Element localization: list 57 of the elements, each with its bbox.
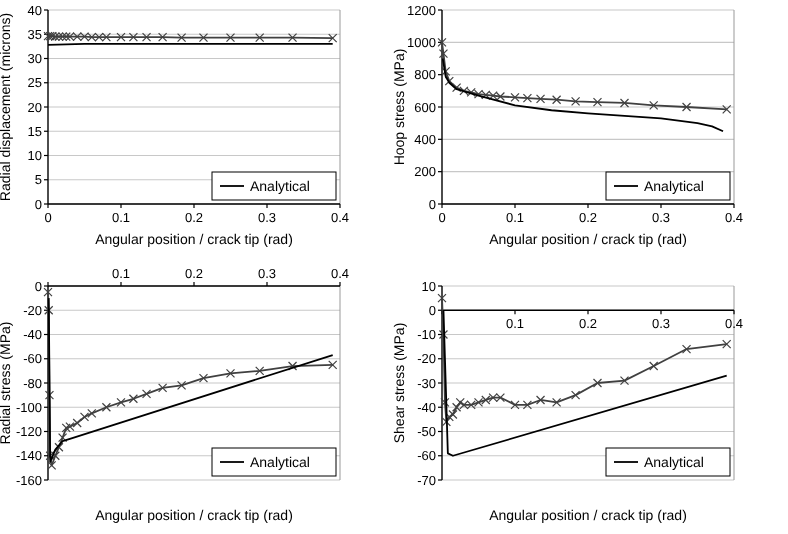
point: [681, 344, 692, 354]
point: [158, 383, 168, 393]
point: [619, 98, 630, 108]
point: [328, 360, 338, 370]
point: [473, 397, 484, 407]
point: [722, 104, 732, 115]
point: [681, 102, 692, 112]
point: [141, 389, 152, 399]
point: [58, 432, 68, 443]
point: [552, 397, 562, 407]
point: [592, 97, 603, 107]
point: [438, 49, 449, 59]
point: [101, 402, 111, 412]
point: [473, 89, 484, 99]
point: [198, 373, 209, 383]
point: [65, 422, 75, 432]
point: [619, 375, 630, 386]
point: [438, 329, 449, 340]
point: [45, 451, 55, 461]
point: [570, 390, 581, 400]
point: [488, 91, 498, 101]
point: [459, 86, 469, 96]
point: [452, 402, 462, 412]
point: [176, 380, 187, 391]
point: [592, 378, 603, 388]
point: [287, 361, 298, 371]
point: [448, 409, 458, 420]
point: [47, 460, 57, 471]
point: [495, 91, 505, 102]
point: [50, 451, 60, 461]
point: [481, 90, 491, 100]
point: [649, 100, 659, 110]
point: [87, 408, 97, 418]
point: [44, 305, 54, 315]
point: [72, 418, 82, 428]
point: [481, 395, 491, 405]
point: [722, 339, 732, 349]
point: [437, 293, 447, 303]
point: [54, 442, 64, 452]
point: [43, 287, 53, 297]
point: [535, 395, 546, 405]
point: [255, 366, 265, 376]
point: [116, 397, 126, 407]
point: [441, 417, 451, 427]
point: [570, 96, 581, 106]
point: [466, 87, 476, 98]
point: [649, 361, 659, 371]
point: [459, 400, 469, 410]
point: [488, 392, 498, 403]
point: [128, 394, 139, 404]
point: [44, 390, 55, 400]
point: [225, 368, 236, 378]
point: [440, 397, 450, 407]
point: [79, 412, 90, 422]
point: [552, 95, 562, 105]
point: [495, 392, 505, 403]
point: [535, 94, 546, 104]
